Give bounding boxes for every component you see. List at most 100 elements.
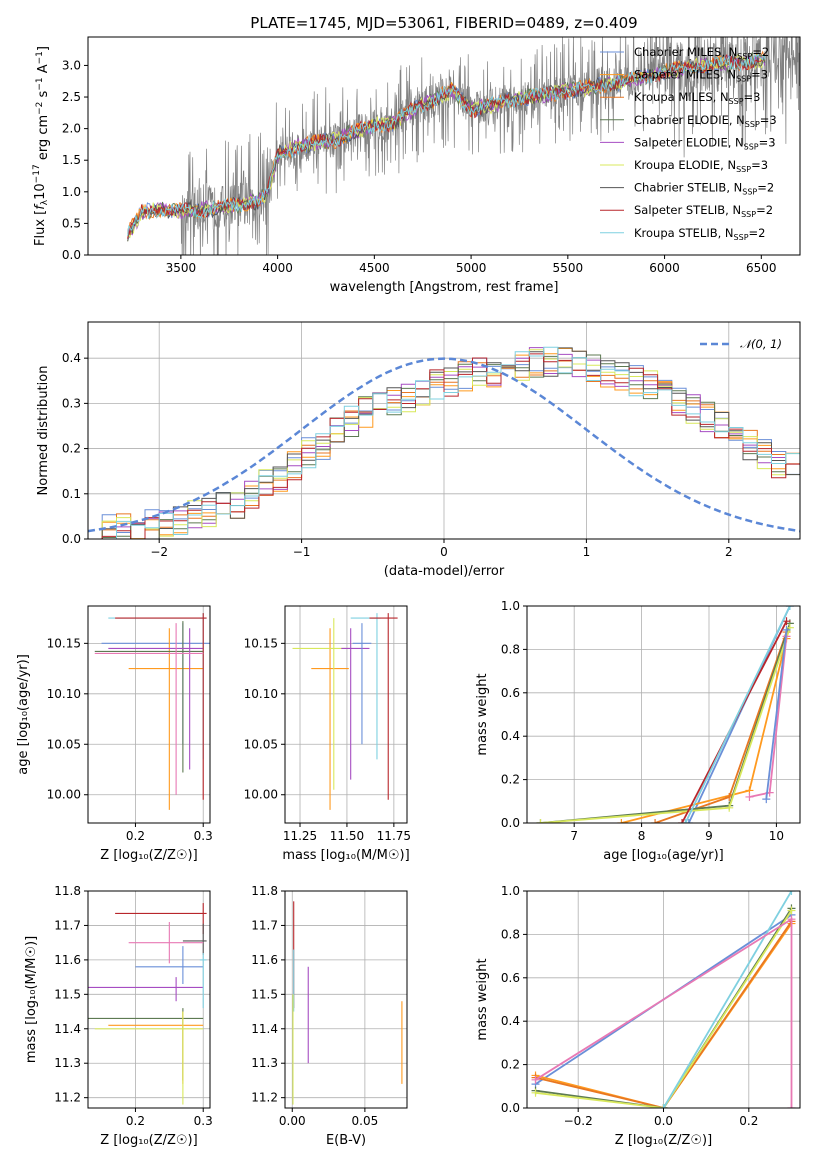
x-tick-label: 0.3 bbox=[194, 829, 213, 843]
x-tick-label: 0.2 bbox=[739, 1114, 758, 1128]
x-axis-label: Z [log₁₀(Z/Z☉)] bbox=[100, 1133, 197, 1148]
x-tick-label: −2 bbox=[150, 545, 168, 559]
axes-frame bbox=[526, 605, 801, 824]
mass-weight-line bbox=[540, 623, 791, 823]
plot-area bbox=[536, 606, 794, 823]
legend-label: Kroupa ELODIE, NSSP=3 bbox=[634, 158, 768, 174]
legend-text: Salpeter MILES, N bbox=[634, 68, 736, 82]
y-tick-label: 0.3 bbox=[62, 396, 81, 410]
x-axis-label: (data-model)/error bbox=[384, 564, 505, 579]
legend-sub: SSP bbox=[736, 75, 751, 84]
axes-frame bbox=[87, 890, 211, 1109]
legend-n: =2 bbox=[757, 181, 774, 195]
x-tick-label: 1 bbox=[583, 545, 591, 559]
legend-text: Salpeter ELODIE, N bbox=[634, 135, 744, 149]
y-axis-label: mass [log₁₀(M/M☉)] bbox=[24, 936, 39, 1063]
mass-weight-marker bbox=[659, 1104, 668, 1108]
plot-area bbox=[127, 37, 800, 255]
legend-sub: SSP bbox=[736, 165, 751, 174]
legend-text: Kroupa STELIB, N bbox=[634, 226, 734, 240]
mass-weight-line bbox=[765, 629, 788, 800]
y-tick-label: 0.2 bbox=[501, 1058, 520, 1072]
mass-vs-extinction-panel: 0.00 0.05 11.2 11.3 11.4 11.5 11.6 11.7 11.8 E(B-… bbox=[251, 884, 408, 1148]
y-tick-label: 11.2 bbox=[54, 1091, 81, 1105]
x-tick-label: 7 bbox=[570, 829, 578, 843]
x-tick-label: 0.0 bbox=[654, 1114, 673, 1128]
x-axis-label: Z [log₁₀(Z/Z☉)] bbox=[100, 848, 197, 863]
mass-weight-marker bbox=[681, 819, 690, 823]
mass-weight-marker bbox=[725, 803, 734, 812]
axes-frame bbox=[284, 605, 408, 824]
x-tick-label: 10 bbox=[769, 829, 784, 843]
y-tick-label: 10.15 bbox=[47, 636, 81, 650]
x-tick-label: 0.00 bbox=[279, 1114, 306, 1128]
legend-text: Chabrier MILES, N bbox=[634, 45, 737, 59]
y-tick-label: 11.8 bbox=[251, 884, 278, 898]
y-tick-label: 10.05 bbox=[47, 737, 81, 751]
y-label-part: s bbox=[36, 90, 51, 101]
residuals-panel: −2 −1 0 1 2 0.0 0.1 0.2 0.3 0.4 (data-model)/error… bbox=[36, 321, 801, 579]
mass-weight-marker bbox=[787, 891, 796, 895]
y-tick-label: 0.5 bbox=[62, 216, 81, 230]
plot-area bbox=[292, 613, 398, 810]
y-tick-label: 11.5 bbox=[54, 987, 81, 1001]
legend-sub: SSP bbox=[729, 97, 744, 106]
mass-weight-marker bbox=[787, 906, 796, 915]
y-tick-label: 11.4 bbox=[54, 1022, 81, 1036]
y-tick-label: 0.2 bbox=[501, 773, 520, 787]
x-tick-label: 11.25 bbox=[283, 829, 317, 843]
axes-frame bbox=[87, 36, 801, 256]
y-tick-label: 10.10 bbox=[244, 687, 278, 701]
legend-label: Kroupa STELIB, NSSP=2 bbox=[634, 226, 765, 242]
legend-sub: SSP bbox=[737, 52, 752, 61]
histogram-salpeter-stelib bbox=[88, 353, 800, 539]
y-tick-label: 11.4 bbox=[251, 1022, 278, 1036]
legend-label: Chabrier STELIB, NSSP=2 bbox=[634, 181, 774, 197]
y-axis-label: mass weight bbox=[475, 958, 490, 1040]
y-tick-label: 10.10 bbox=[47, 687, 81, 701]
y-tick-label: 10.00 bbox=[47, 788, 81, 802]
x-axis-label: Z [log₁₀(Z/Z☉)] bbox=[615, 1133, 712, 1148]
mass-weight-marker bbox=[678, 819, 687, 823]
mass-weight-marker bbox=[684, 819, 693, 823]
y-label-part: −1 bbox=[35, 51, 45, 64]
legend-sub: SSP bbox=[742, 188, 757, 197]
plot-area bbox=[531, 891, 796, 1108]
x-tick-label: 8 bbox=[638, 829, 646, 843]
y-tick-label: 0.4 bbox=[501, 729, 520, 743]
y-label-part: erg cm bbox=[36, 115, 51, 164]
legend-text: Chabrier ELODIE, N bbox=[634, 113, 745, 127]
y-tick-label: 0.2 bbox=[62, 442, 81, 456]
mass-weight-marker bbox=[782, 617, 791, 626]
y-label-part: 10 bbox=[33, 183, 48, 200]
y-tick-label: 0.4 bbox=[62, 351, 81, 365]
legend-n: =3 bbox=[759, 135, 776, 149]
legend-label: Salpeter ELODIE, NSSP=3 bbox=[634, 135, 776, 151]
legend-label: Kroupa MILES, NSSP=3 bbox=[634, 90, 760, 106]
x-tick-label: 4500 bbox=[359, 261, 390, 275]
legend-label: Chabrier ELODIE, NSSP=3 bbox=[634, 113, 777, 129]
y-tick-label: 10.15 bbox=[244, 636, 278, 650]
legend-text: Kroupa ELODIE, N bbox=[634, 158, 736, 172]
model-spectrum-kroupa-stelib bbox=[127, 53, 766, 237]
y-label-part: f bbox=[33, 203, 48, 210]
x-axis-label: age [log₁₀(age/yr)] bbox=[603, 848, 724, 863]
x-tick-label: 0.2 bbox=[126, 1114, 145, 1128]
y-tick-label: 1.0 bbox=[501, 884, 520, 898]
mass-weight-line bbox=[662, 891, 793, 1108]
normal-distribution-curve bbox=[88, 357, 800, 533]
x-tick-label: 6500 bbox=[746, 261, 777, 275]
x-tick-label: −0.2 bbox=[564, 1114, 593, 1128]
x-tick-label: 0 bbox=[440, 545, 448, 559]
figure-title: PLATE=1745, MJD=53061, FIBERID=0489, z=0… bbox=[250, 14, 637, 32]
x-tick-label: 6000 bbox=[649, 261, 680, 275]
mass-weight-marker bbox=[787, 915, 796, 924]
y-tick-label: 2.5 bbox=[62, 90, 81, 104]
legend-sub: SSP bbox=[741, 210, 756, 219]
mass-weight-line bbox=[684, 606, 791, 823]
axes-frame bbox=[284, 890, 408, 1109]
y-tick-label: 11.7 bbox=[251, 918, 278, 932]
y-tick-label: 11.3 bbox=[54, 1056, 81, 1070]
legend-label: Chabrier MILES, NSSP=2 bbox=[634, 45, 769, 61]
y-label-part: −2 bbox=[35, 102, 45, 115]
